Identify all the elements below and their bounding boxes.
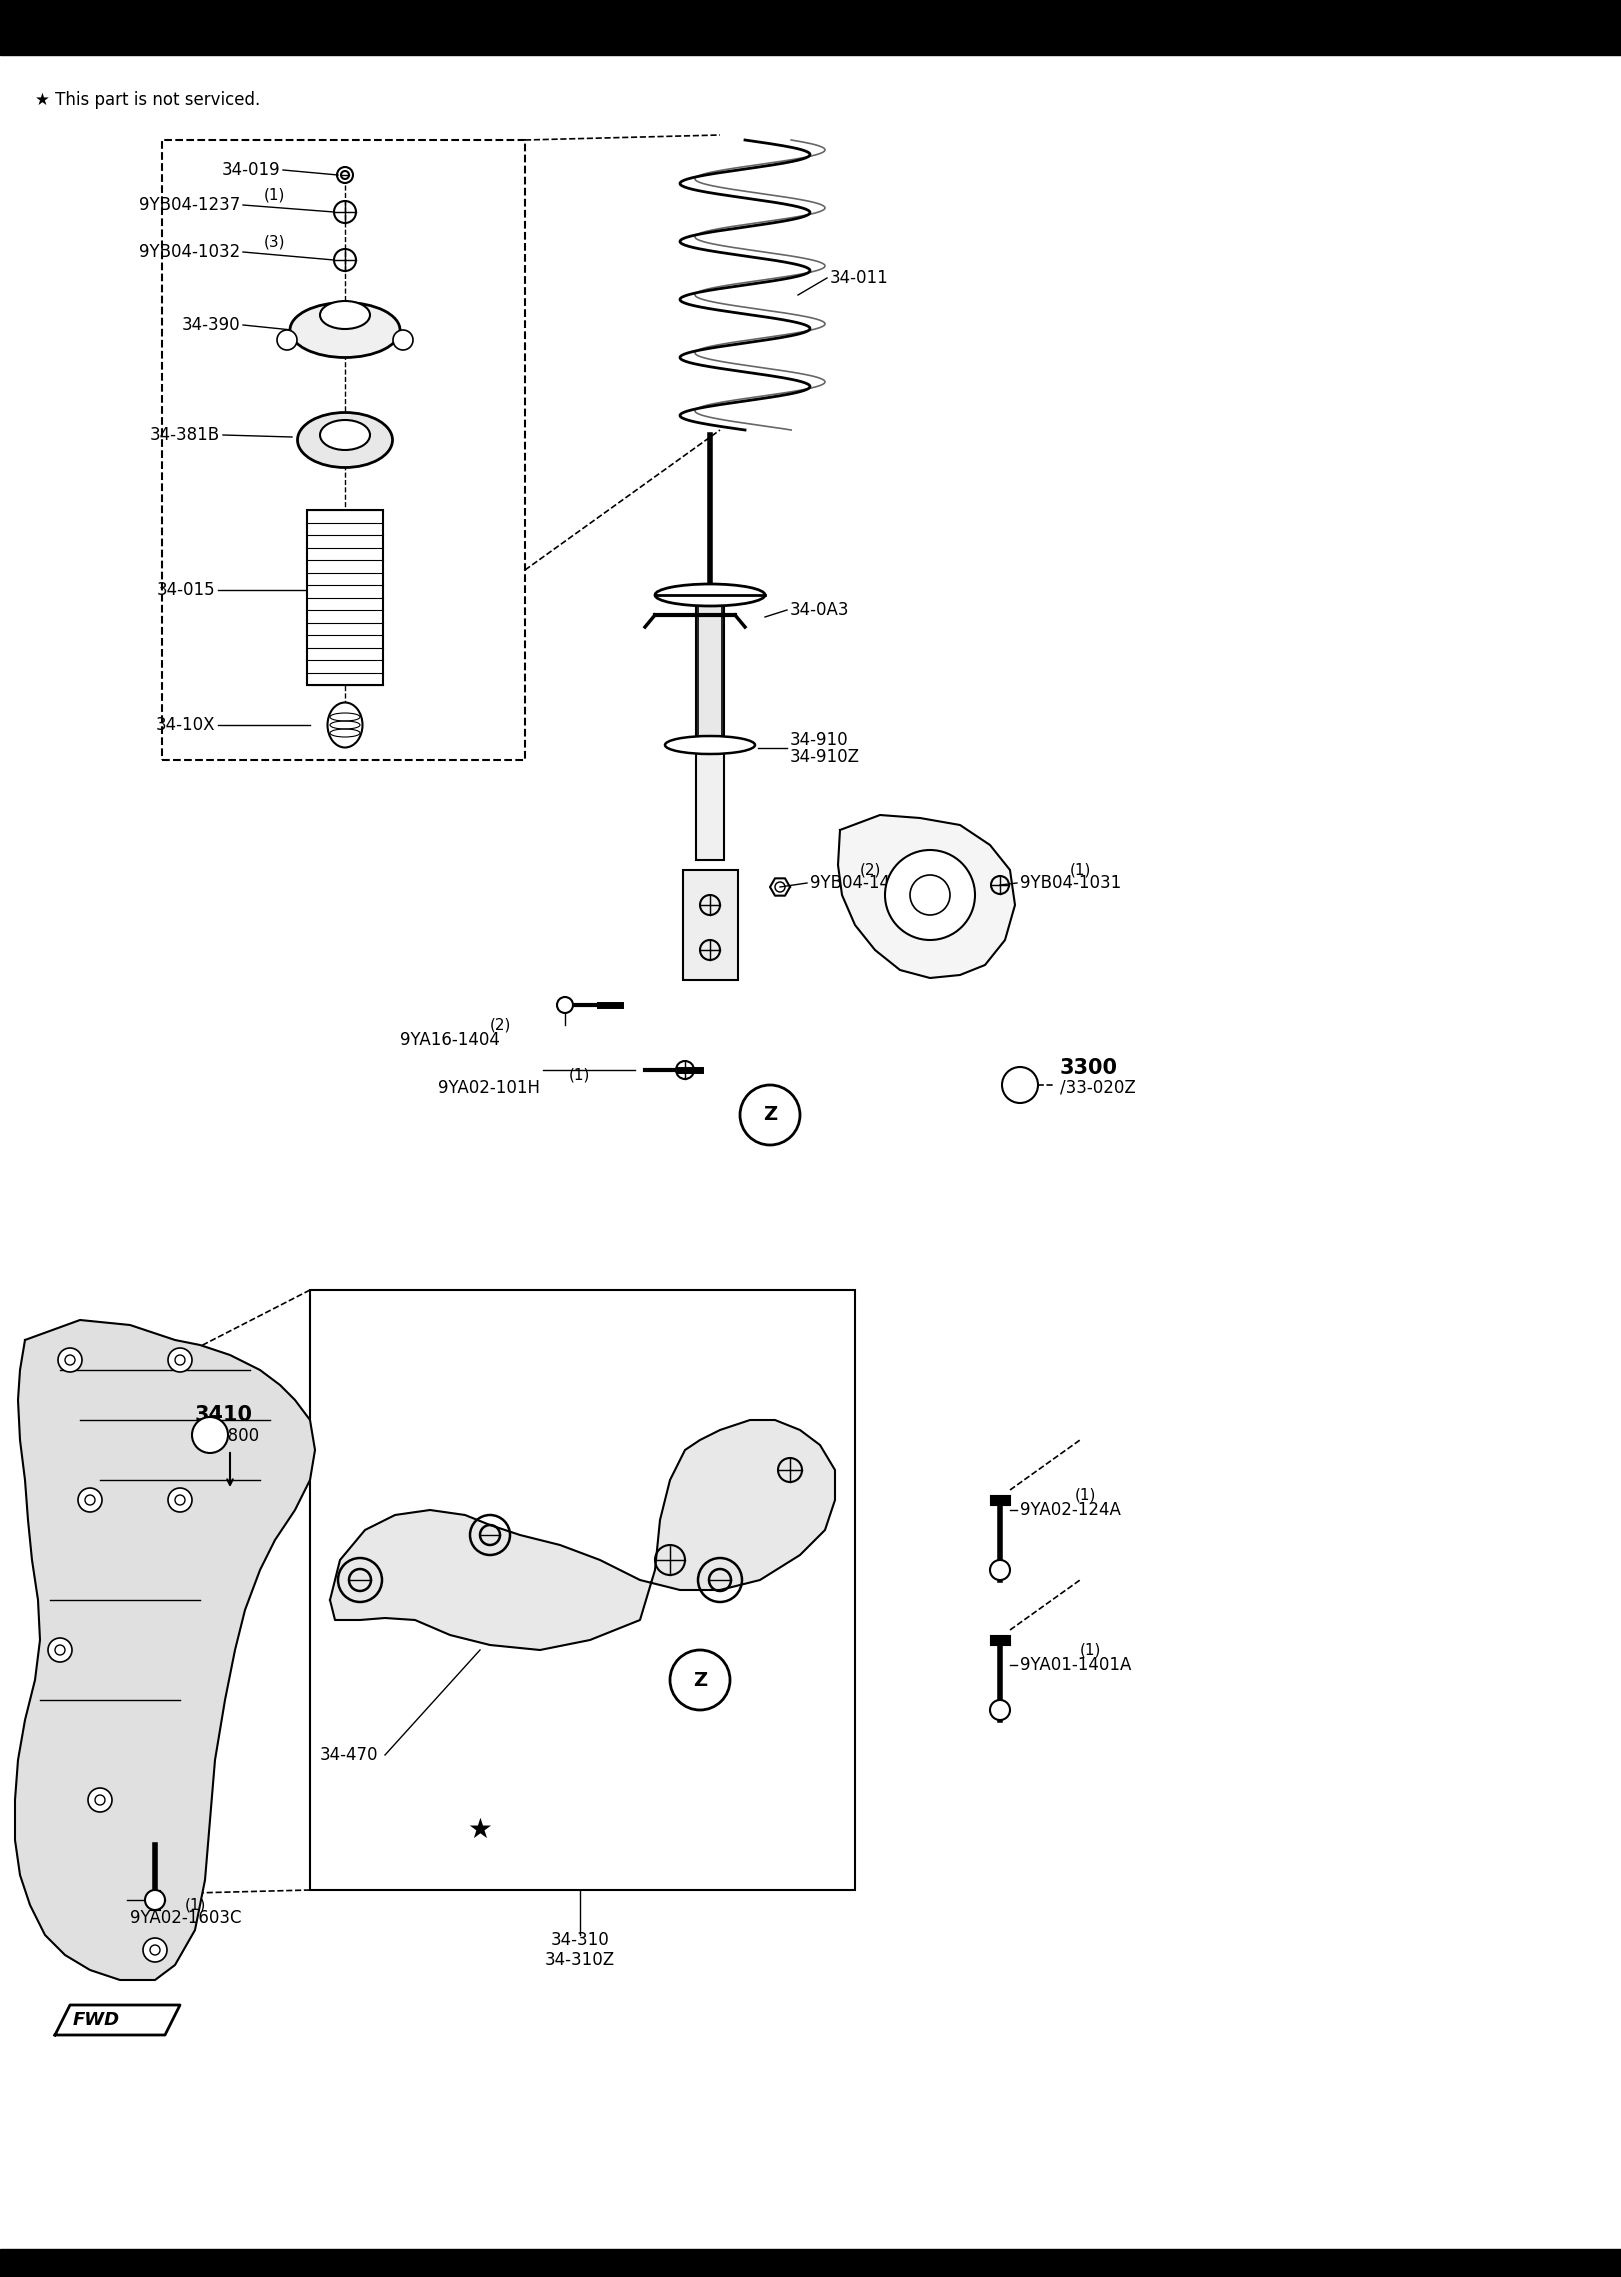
Ellipse shape bbox=[290, 303, 400, 357]
Text: (1): (1) bbox=[264, 187, 285, 203]
Text: 9YA02-1603C: 9YA02-1603C bbox=[130, 1908, 242, 1926]
Circle shape bbox=[55, 1644, 65, 1655]
Circle shape bbox=[990, 1701, 1010, 1719]
Ellipse shape bbox=[319, 301, 370, 328]
Text: 34-381B: 34-381B bbox=[149, 426, 220, 444]
Text: 9YB04-1237: 9YB04-1237 bbox=[139, 196, 240, 214]
Circle shape bbox=[78, 1487, 102, 1512]
Text: (1): (1) bbox=[1080, 1642, 1101, 1658]
Circle shape bbox=[169, 1348, 191, 1373]
Text: (1): (1) bbox=[1075, 1487, 1096, 1503]
Bar bbox=[699, 590, 721, 740]
Circle shape bbox=[909, 874, 950, 915]
Text: 34-910: 34-910 bbox=[789, 731, 849, 749]
Polygon shape bbox=[331, 1421, 835, 1651]
Text: 3300: 3300 bbox=[1060, 1059, 1118, 1077]
Circle shape bbox=[392, 330, 413, 351]
Text: /33-020Z: /33-020Z bbox=[1060, 1079, 1136, 1098]
Bar bbox=[695, 590, 725, 861]
Ellipse shape bbox=[319, 419, 370, 451]
Circle shape bbox=[96, 1794, 105, 1806]
Text: 34-310Z: 34-310Z bbox=[545, 1951, 614, 1970]
Circle shape bbox=[143, 1938, 167, 1963]
Text: 34-015: 34-015 bbox=[156, 581, 216, 599]
Circle shape bbox=[151, 1945, 160, 1956]
Text: 34-011: 34-011 bbox=[830, 269, 888, 287]
Bar bbox=[310, 1291, 854, 1890]
Text: 34-910Z: 34-910Z bbox=[789, 749, 861, 765]
Text: 34-10X: 34-10X bbox=[156, 715, 216, 733]
Text: 9YA02-124A: 9YA02-124A bbox=[1020, 1501, 1120, 1519]
Bar bbox=[682, 870, 738, 979]
Text: 9YA01-1401A: 9YA01-1401A bbox=[1020, 1655, 1131, 1674]
Circle shape bbox=[277, 330, 297, 351]
Bar bbox=[0, 2250, 1621, 2277]
Circle shape bbox=[169, 1487, 191, 1512]
Circle shape bbox=[88, 1787, 112, 1812]
Text: 9YB04-1031: 9YB04-1031 bbox=[1020, 874, 1122, 893]
Circle shape bbox=[175, 1355, 185, 1364]
Circle shape bbox=[990, 1560, 1010, 1580]
Bar bbox=[306, 510, 383, 685]
Text: 9YB04-1413: 9YB04-1413 bbox=[810, 874, 911, 893]
Bar bbox=[0, 0, 1621, 55]
Circle shape bbox=[741, 1086, 801, 1145]
Circle shape bbox=[558, 997, 572, 1013]
Text: 9YA16-1404: 9YA16-1404 bbox=[400, 1031, 499, 1050]
Text: (3): (3) bbox=[264, 235, 285, 250]
Text: 34-310: 34-310 bbox=[551, 1931, 609, 1949]
Circle shape bbox=[84, 1496, 96, 1505]
Text: FWD: FWD bbox=[73, 2011, 120, 2029]
Circle shape bbox=[175, 1496, 185, 1505]
Text: Z: Z bbox=[692, 1671, 707, 1690]
Circle shape bbox=[144, 1890, 165, 1910]
Text: 9YA02-101H: 9YA02-101H bbox=[438, 1079, 540, 1098]
Text: 9YB04-1032: 9YB04-1032 bbox=[139, 244, 240, 262]
Text: 3410: 3410 bbox=[195, 1405, 253, 1425]
Circle shape bbox=[58, 1348, 83, 1373]
Circle shape bbox=[669, 1651, 729, 1710]
Text: (1): (1) bbox=[569, 1068, 590, 1082]
Polygon shape bbox=[838, 815, 1015, 979]
Text: 34-019: 34-019 bbox=[222, 162, 280, 180]
Ellipse shape bbox=[298, 412, 392, 467]
Text: (2): (2) bbox=[490, 1018, 511, 1031]
Circle shape bbox=[65, 1355, 75, 1364]
Circle shape bbox=[1002, 1068, 1037, 1102]
Text: ★: ★ bbox=[467, 1817, 493, 1844]
Text: (1): (1) bbox=[185, 1897, 206, 1913]
Ellipse shape bbox=[655, 583, 765, 606]
Text: ★ This part is not serviced.: ★ This part is not serviced. bbox=[36, 91, 261, 109]
Ellipse shape bbox=[327, 704, 363, 747]
Ellipse shape bbox=[665, 735, 755, 754]
Bar bbox=[162, 139, 525, 761]
Text: (1): (1) bbox=[1070, 863, 1091, 877]
Text: 34-470: 34-470 bbox=[319, 1746, 378, 1765]
Text: Z: Z bbox=[763, 1107, 776, 1125]
Text: 34-390: 34-390 bbox=[182, 317, 240, 335]
Circle shape bbox=[191, 1416, 229, 1453]
Text: /34-800: /34-800 bbox=[195, 1425, 259, 1444]
Circle shape bbox=[885, 849, 974, 940]
Text: (2): (2) bbox=[861, 863, 882, 877]
Circle shape bbox=[49, 1637, 71, 1662]
Polygon shape bbox=[15, 1321, 314, 1981]
Text: 34-0A3: 34-0A3 bbox=[789, 601, 849, 619]
